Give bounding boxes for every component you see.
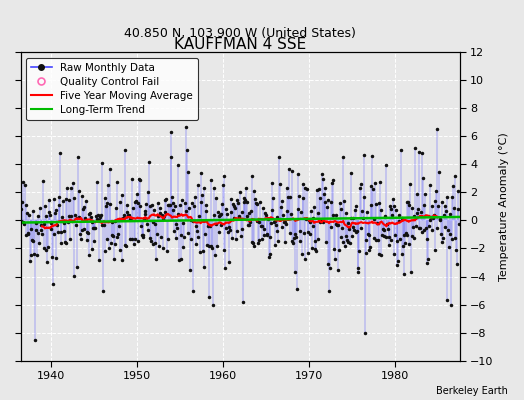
Legend: Raw Monthly Data, Quality Control Fail, Five Year Moving Average, Long-Term Tren: Raw Monthly Data, Quality Control Fail, … xyxy=(26,58,198,120)
Text: 40.850 N, 103.900 W (United States): 40.850 N, 103.900 W (United States) xyxy=(124,27,356,40)
Text: Berkeley Earth: Berkeley Earth xyxy=(436,386,508,396)
Y-axis label: Temperature Anomaly (°C): Temperature Anomaly (°C) xyxy=(499,132,509,281)
Title: KAUFFMAN 4 SSE: KAUFFMAN 4 SSE xyxy=(174,37,306,52)
